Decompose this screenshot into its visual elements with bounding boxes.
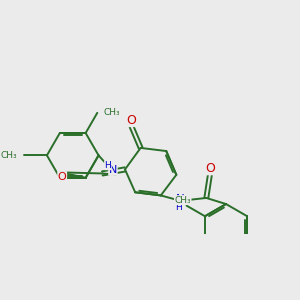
Text: N: N [176, 193, 185, 206]
Text: CH₃: CH₃ [174, 196, 191, 205]
Text: CH₃: CH₃ [104, 108, 120, 117]
Text: H: H [175, 203, 182, 212]
Text: O: O [58, 172, 67, 182]
Text: N: N [109, 165, 117, 175]
Text: O: O [206, 162, 216, 175]
Text: H: H [105, 161, 111, 170]
Text: CH₃: CH₃ [1, 151, 17, 160]
Text: O: O [126, 113, 136, 127]
